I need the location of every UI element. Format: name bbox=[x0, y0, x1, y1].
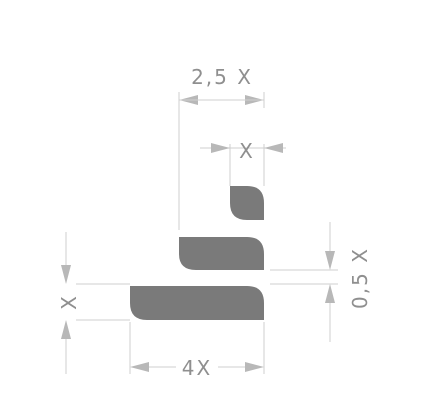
arrow-bottom-left bbox=[130, 362, 149, 372]
arrow-small-left bbox=[211, 143, 230, 153]
arrow-right-bottom bbox=[325, 284, 335, 303]
arrow-right-top bbox=[325, 251, 335, 270]
label-left-height: X bbox=[57, 294, 81, 310]
arrow-bottom-right bbox=[245, 362, 264, 372]
logo-shapes bbox=[130, 186, 264, 320]
shape-middle bbox=[179, 237, 264, 270]
label-top-width: 2,5 X bbox=[191, 65, 253, 89]
label-bottom-width: 4X bbox=[182, 356, 212, 380]
shape-bottom bbox=[130, 286, 264, 320]
label-small-width: X bbox=[239, 139, 255, 163]
extension-lines bbox=[76, 92, 338, 374]
label-right-gap: 0,5 X bbox=[348, 247, 372, 309]
dimension-labels: 2,5 X X 4X X 0,5 X bbox=[57, 65, 372, 380]
arrow-left-top bbox=[61, 265, 71, 284]
dimension-arrows bbox=[61, 95, 335, 374]
arrow-left-bottom bbox=[61, 320, 71, 339]
shape-small bbox=[230, 186, 264, 220]
arrow-small-right bbox=[264, 143, 283, 153]
